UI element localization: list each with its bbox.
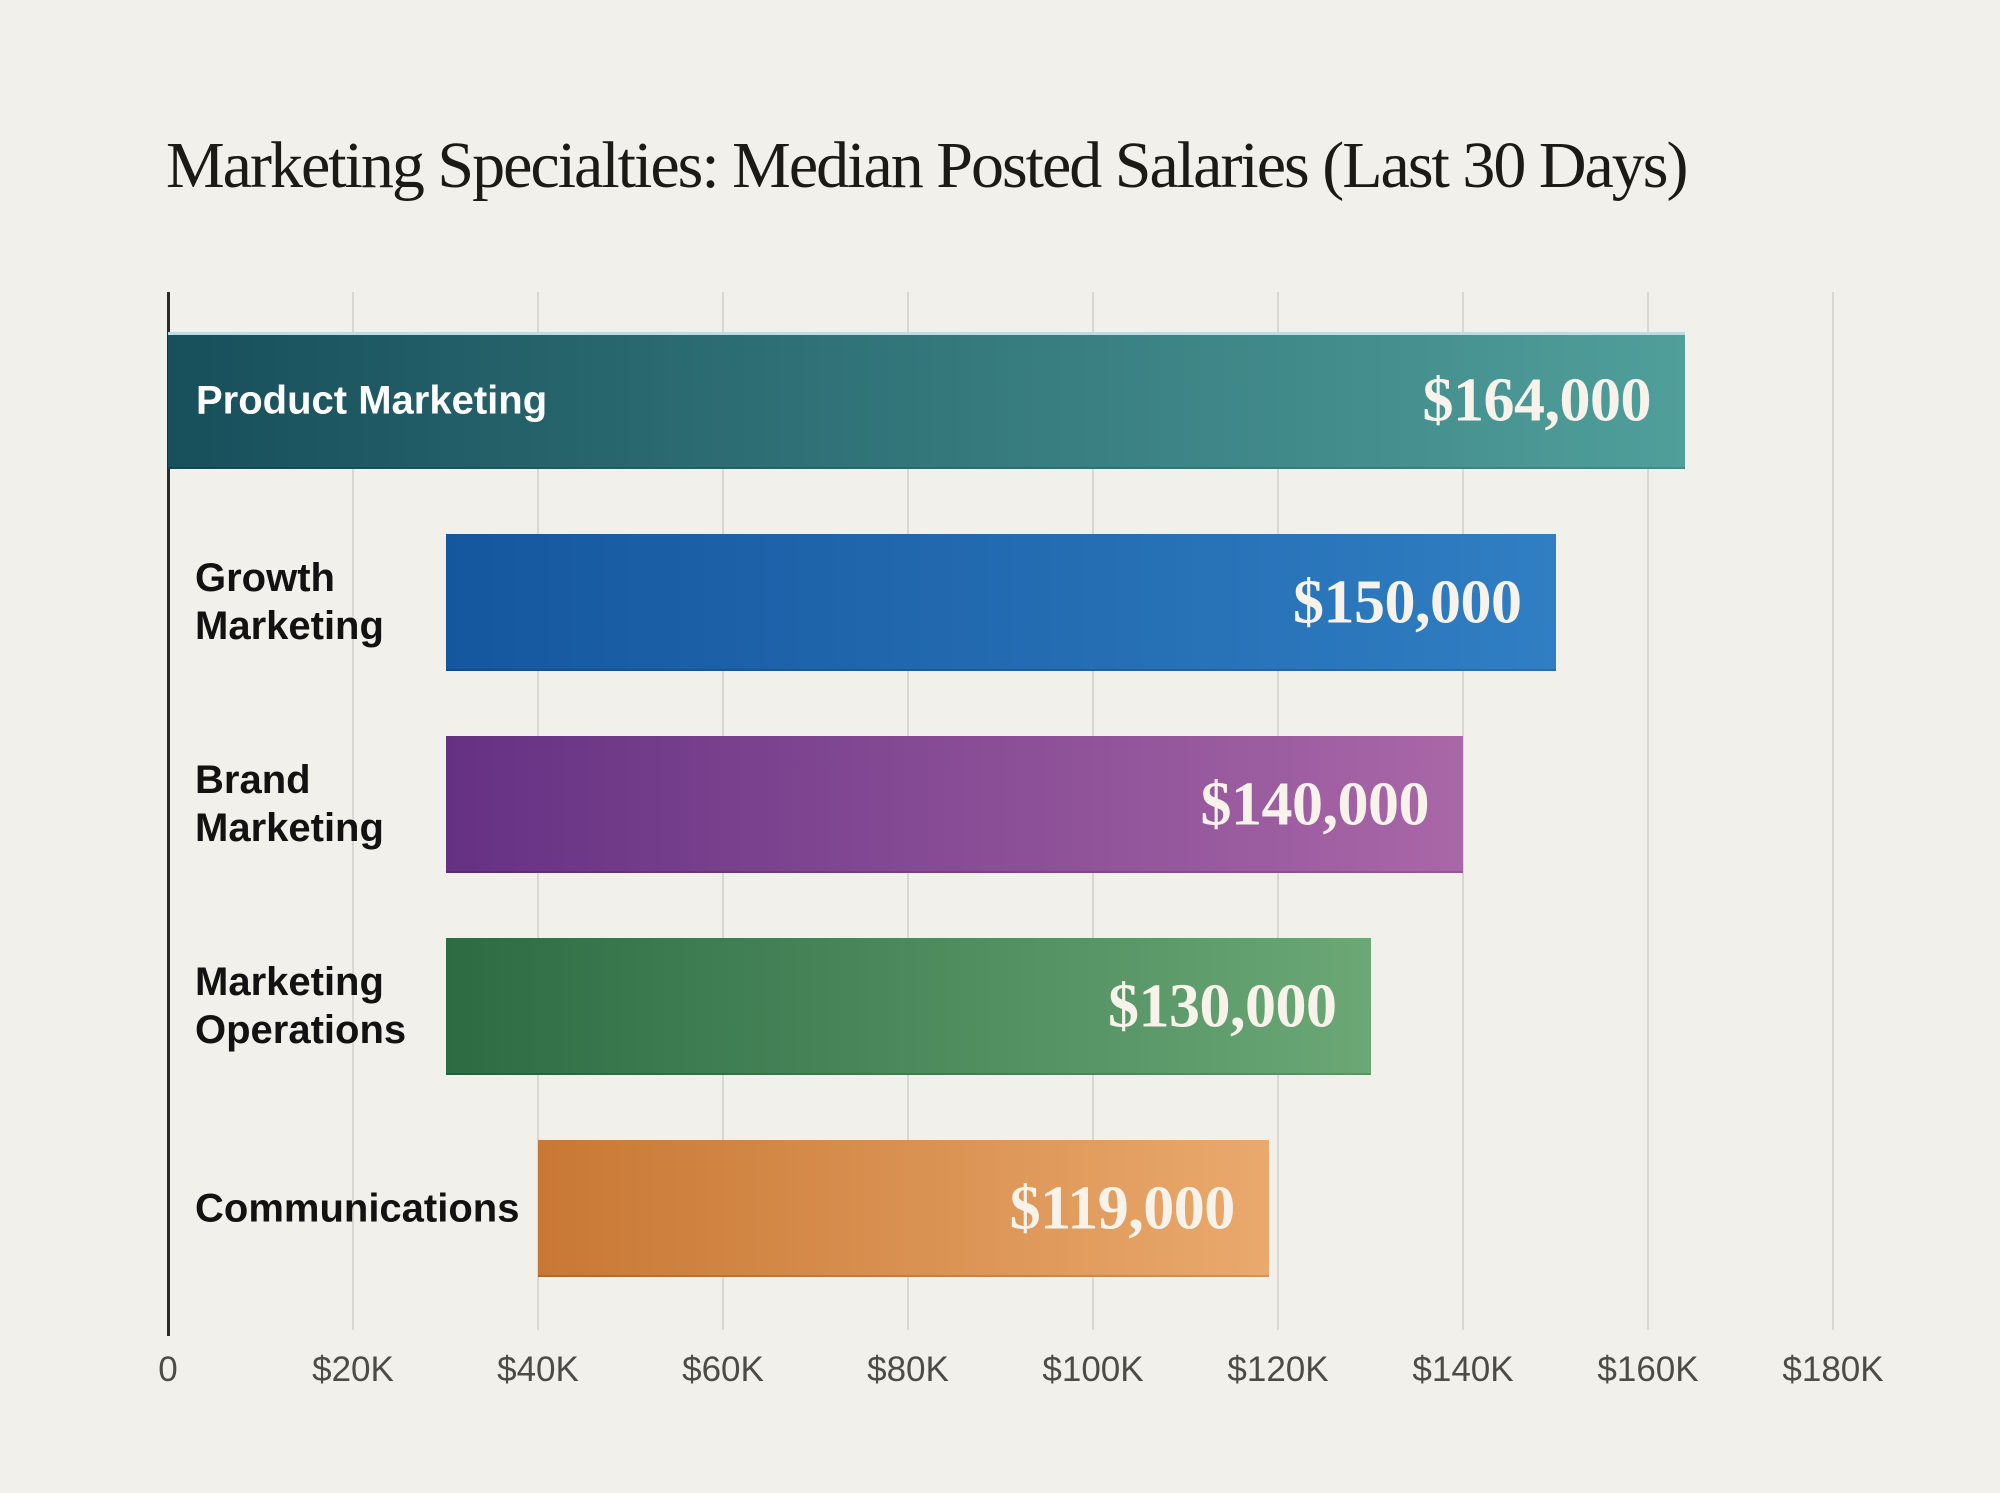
grid-line-k	[1647, 292, 1649, 1330]
x-tick-label-k: $180K	[1782, 1350, 1884, 1389]
bar-product-marketing: $164,000 Product Marketing	[168, 332, 1685, 469]
grid-line-k	[1462, 292, 1464, 1330]
bar-communications: $119,000	[538, 1140, 1269, 1277]
bar-value-label-growth-marketing: $150,000	[1293, 568, 1522, 636]
x-tick-label-k: $160K	[1597, 1350, 1699, 1389]
category-label-communications: Communications	[195, 1186, 520, 1231]
category-label-brand-marketing: Brand Marketing	[195, 757, 384, 851]
x-tick-label-k: $80K	[867, 1350, 949, 1389]
category-label-product-marketing: Product Marketing	[196, 378, 548, 422]
x-tick-label-k: $60K	[682, 1350, 764, 1389]
bar-value-label-product-marketing: $164,000	[1422, 366, 1652, 434]
grid-line-k	[352, 292, 354, 1330]
x-tick-label-: 0	[158, 1350, 178, 1389]
category-label-growth-marketing: Growth Marketing	[195, 555, 384, 649]
bar-marketing-operations: $130,000	[445, 938, 1371, 1075]
plot-area: 0 $20K $40K $60K $80K $100K $120K $140K $160K $18…	[158, 292, 1884, 1432]
x-tick-label-k: $100K	[1042, 1350, 1144, 1389]
bar-growth-marketing: $150,000	[445, 534, 1556, 671]
x-tick-label-k: $120K	[1227, 1350, 1329, 1389]
grid-line-k	[1832, 292, 1834, 1330]
bar-value-label-communications: $119,000	[1009, 1174, 1236, 1242]
bar-brand-marketing: $140,000	[445, 736, 1463, 873]
chart-title: Marketing Specialties: Median Posted Sal…	[166, 129, 1688, 202]
x-tick-label-k: $20K	[312, 1350, 394, 1389]
bar-value-label-marketing-operations: $130,000	[1108, 972, 1337, 1040]
category-label-marketing-operations: Marketing Operations	[195, 959, 407, 1053]
y-axis-line	[167, 292, 170, 1336]
x-tick-label-k: $40K	[497, 1350, 579, 1389]
x-tick-label-k: $140K	[1412, 1350, 1514, 1389]
bar-value-label-brand-marketing: $140,000	[1200, 770, 1430, 838]
